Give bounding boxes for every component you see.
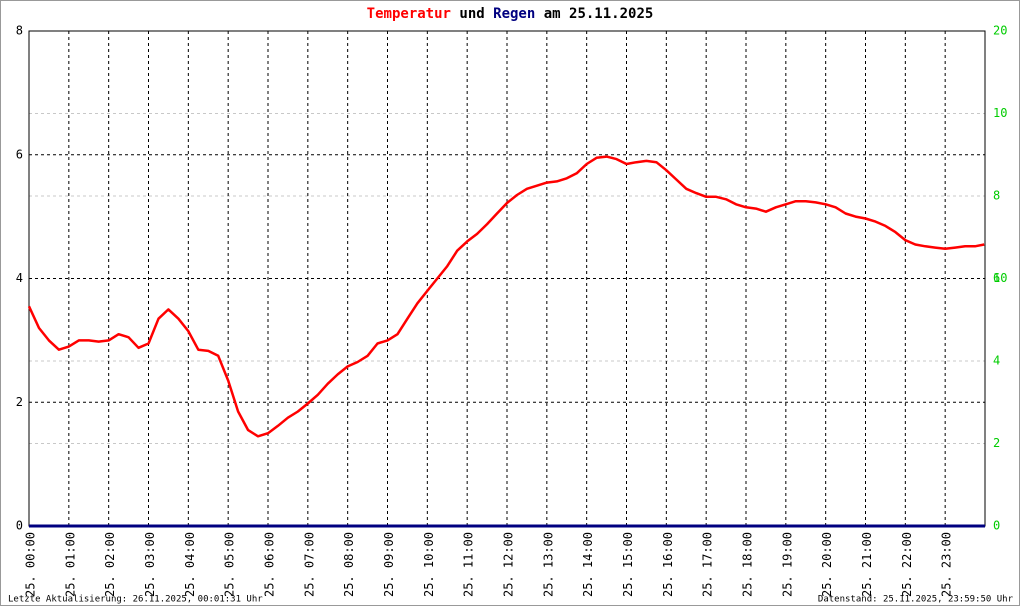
footer-left: Letzte Aktualisierung: 26.11.2025, 00:01… [8,595,263,605]
y-tick-label: 4 [16,271,23,285]
x-tick-label: 25. 06:00 [263,532,277,597]
title-part: und [459,6,484,22]
y2-tick-label: 6 [993,271,1000,285]
y2-tick-label: 0 [993,519,1000,533]
y-tick-label: 8 [16,24,23,38]
x-tick-label: 25. 03:00 [143,532,157,597]
y2-tick-label: 2 [993,436,1000,450]
x-tick-label: 25. 02:00 [103,532,117,597]
x-tick-label: 25. 20:00 [820,532,834,597]
x-tick-label: 25. 10:00 [422,532,436,597]
x-tick-label: 25. 13:00 [541,532,555,597]
chart-title: Temperatur und Regen am 25.11.2025 [367,6,654,22]
x-tick-label: 25. 21:00 [860,532,874,597]
y-tick-label: 0 [16,519,23,533]
series-line [27,155,985,438]
y2-tick-label: 10 [993,271,1007,285]
title-part: am 25.11.2025 [544,6,654,22]
x-tick-label: 25. 15:00 [621,532,635,597]
x-tick-label: 25. 19:00 [780,532,794,597]
x-tick-label: 25. 09:00 [382,532,396,597]
x-tick-label: 25. 01:00 [63,532,77,597]
x-tick-label: 25. 07:00 [302,532,316,597]
y2-tick-label: 20 [993,24,1007,38]
y2-tick-label: 8 [993,189,1000,203]
x-tick-label: 25. 00:00 [24,532,38,597]
x-tick-label: 25. 17:00 [701,532,715,597]
x-tick-label: 25. 22:00 [900,532,914,597]
title-part: Temperatur [367,6,451,22]
x-tick-label: 25. 12:00 [502,532,516,597]
y-tick-label: 6 [16,147,23,161]
x-tick-label: 25. 08:00 [342,532,356,597]
title-part: Regen [493,6,535,22]
x-tick-label: 25. 16:00 [661,532,675,597]
x-tick-label: 25. 04:00 [183,532,197,597]
x-tick-label: 25. 05:00 [223,532,237,597]
y2-tick-label: 4 [993,354,1000,368]
x-tick-label: 25. 23:00 [940,532,954,597]
x-tick-label: 25. 18:00 [741,532,755,597]
x-tick-label: 25. 11:00 [462,532,476,597]
y-tick-label: 2 [16,395,23,409]
y2-tick-label: 10 [993,106,1007,120]
footer-right: Datenstand: 25.11.2025, 23:59:50 Uhr [818,595,1014,605]
x-tick-label: 25. 14:00 [581,532,595,597]
